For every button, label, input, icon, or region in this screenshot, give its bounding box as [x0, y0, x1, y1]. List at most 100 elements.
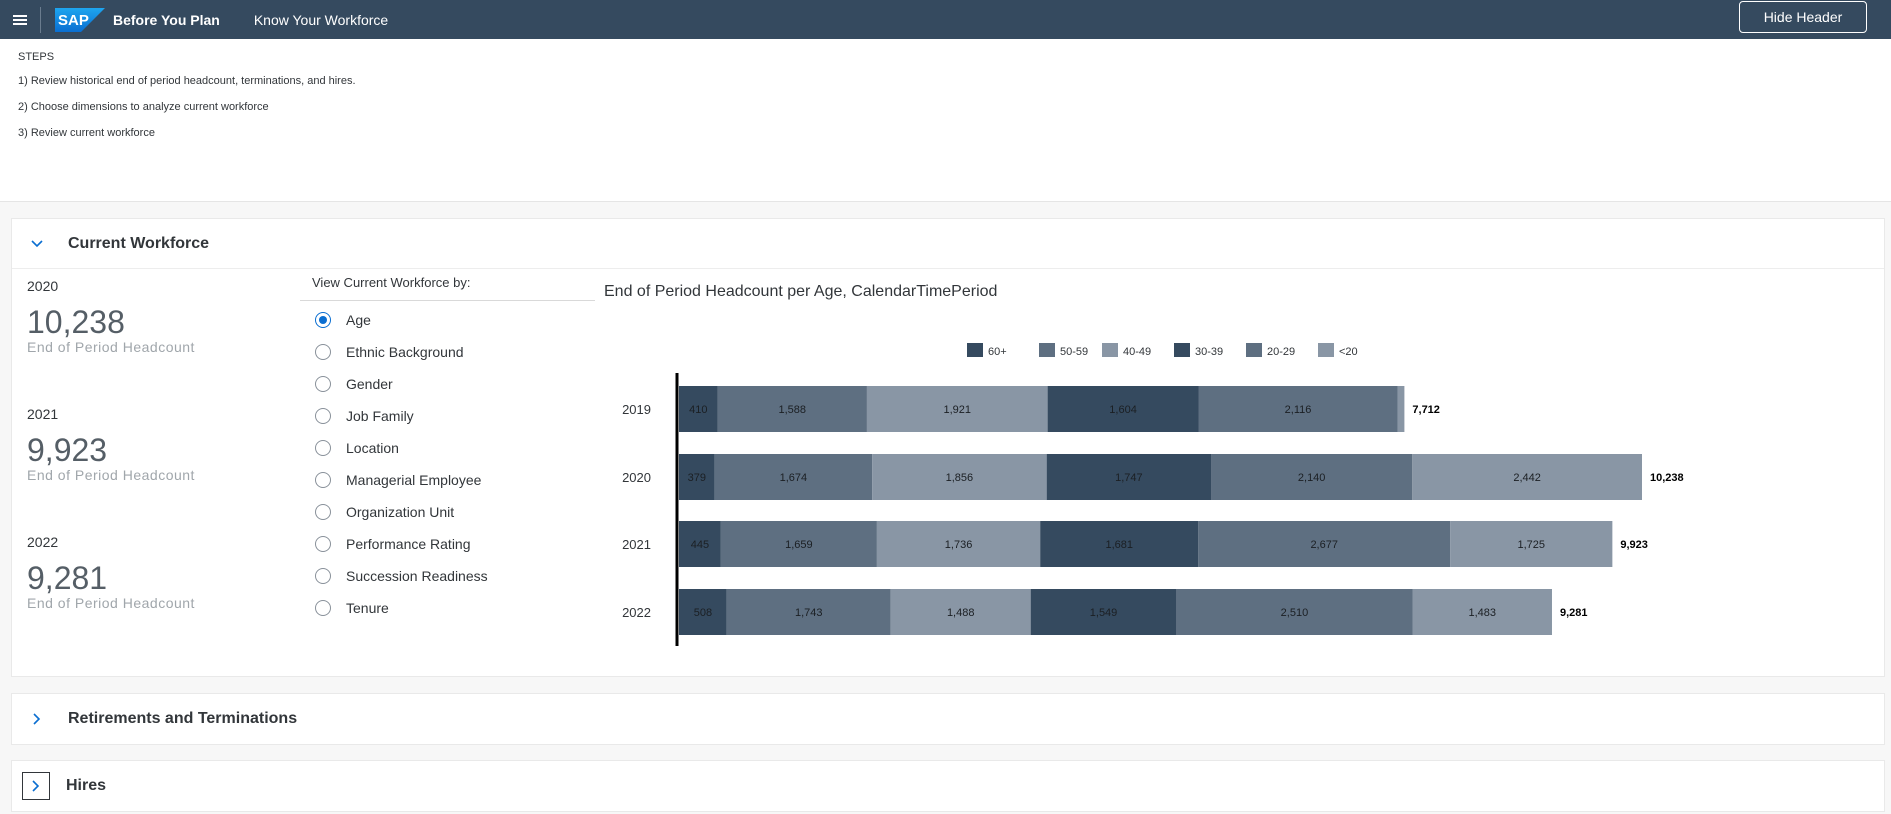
bar-segment[interactable] — [1176, 589, 1413, 635]
radio-label: Organization Unit — [346, 504, 455, 520]
bar-segment[interactable] — [679, 454, 715, 500]
chevron-down-icon[interactable] — [22, 229, 52, 259]
radio-button[interactable] — [315, 600, 331, 616]
bar-segment[interactable] — [1040, 521, 1199, 567]
radio-label: Succession Readiness — [346, 568, 488, 584]
bar-segment[interactable] — [1211, 454, 1413, 500]
legend-swatch — [1246, 343, 1262, 357]
app-title[interactable]: Before You Plan — [113, 11, 220, 28]
view-by-option-gender[interactable]: Gender — [300, 368, 595, 400]
section-title: Retirements and Terminations — [68, 710, 298, 727]
view-by-option-organization-unit[interactable]: Organization Unit — [300, 496, 595, 528]
bar-segment[interactable] — [890, 589, 1031, 635]
shell-bar: SAP Before You Plan Know Your Workforce … — [0, 0, 1891, 39]
page-subtitle[interactable]: Know Your Workforce — [253, 11, 389, 28]
bar-segment[interactable] — [720, 521, 877, 567]
radio-button[interactable] — [315, 408, 331, 424]
bar-segment[interactable] — [1450, 521, 1613, 567]
data-label: 1,483 — [1468, 607, 1496, 619]
bar-segment[interactable] — [679, 386, 718, 432]
y-tick-label: 2022 — [622, 605, 651, 620]
legend-item[interactable]: 30-39 — [1174, 343, 1223, 358]
legend-item[interactable]: 20-29 — [1246, 343, 1295, 358]
bar-segment[interactable] — [1412, 454, 1642, 500]
y-tick-label: 2019 — [622, 402, 651, 417]
radio-button[interactable] — [315, 312, 331, 328]
bar-segment[interactable] — [872, 454, 1047, 500]
legend-item[interactable]: 50-59 — [1039, 343, 1088, 358]
section-title: Hires — [66, 777, 107, 794]
bar-segment[interactable] — [1412, 589, 1552, 635]
bar-segment[interactable] — [1397, 386, 1405, 432]
bar-segment[interactable] — [876, 521, 1041, 567]
bar-segment[interactable] — [726, 589, 891, 635]
kpi-value: 9,923 — [27, 432, 108, 468]
bar-segment[interactable] — [1047, 386, 1199, 432]
data-label: 2,116 — [1285, 404, 1312, 416]
view-by-option-ethnic-background[interactable]: Ethnic Background — [300, 336, 595, 368]
radio-label: Performance Rating — [346, 536, 471, 552]
data-label: 1,674 — [780, 472, 808, 484]
view-by-option-succession-readiness[interactable]: Succession Readiness — [300, 560, 595, 592]
view-by-option-performance-rating[interactable]: Performance Rating — [300, 528, 595, 560]
chart-title: End of Period Headcount per Age, Calenda… — [604, 283, 998, 300]
bar-segment[interactable] — [714, 454, 873, 500]
data-label: 1,681 — [1105, 539, 1133, 551]
legend-swatch — [1102, 343, 1118, 357]
radio-button[interactable] — [315, 344, 331, 360]
step-item: 3) Review current workforce — [18, 127, 155, 139]
hide-header-button[interactable]: Hide Header — [1739, 1, 1867, 33]
radio-button[interactable] — [315, 536, 331, 552]
data-label: 1,549 — [1090, 607, 1118, 619]
radio-button[interactable] — [315, 568, 331, 584]
total-label: 10,238 — [1650, 472, 1684, 484]
legend-label: <20 — [1339, 346, 1358, 358]
legend-swatch — [967, 343, 983, 357]
shell-divider — [40, 6, 41, 33]
bar-segment[interactable] — [1198, 521, 1451, 567]
total-label: 9,281 — [1560, 607, 1588, 619]
legend-item[interactable]: <20 — [1318, 343, 1358, 358]
legend-swatch — [1174, 343, 1190, 357]
legend-swatch — [1039, 343, 1055, 357]
view-by-option-managerial-employee[interactable]: Managerial Employee — [300, 464, 595, 496]
y-tick-label: 2021 — [622, 537, 651, 552]
bar-segment[interactable] — [1030, 589, 1177, 635]
bar-segment[interactable] — [717, 386, 867, 432]
view-by-option-age[interactable]: Age — [300, 304, 595, 336]
total-label: 7,712 — [1412, 404, 1440, 416]
current-workforce-header[interactable]: Current Workforce — [12, 219, 1884, 269]
data-label: 379 — [688, 472, 706, 484]
bar-segment[interactable] — [866, 386, 1048, 432]
menu-button[interactable] — [0, 0, 40, 39]
radio-label: Tenure — [346, 600, 389, 616]
radio-label: Managerial Employee — [346, 472, 482, 488]
radio-button[interactable] — [315, 504, 331, 520]
radio-label: Job Family — [346, 408, 414, 424]
legend-label: 60+ — [988, 346, 1007, 358]
bar-segment[interactable] — [1198, 386, 1398, 432]
radio-button[interactable] — [315, 472, 331, 488]
radio-label: Gender — [346, 376, 393, 392]
hires-header[interactable]: Hires — [12, 761, 1884, 811]
chevron-right-icon[interactable] — [22, 772, 50, 800]
sap-logo[interactable]: SAP — [55, 7, 105, 32]
step-item: 1) Review historical end of period headc… — [18, 75, 356, 87]
y-tick-label: 2020 — [622, 470, 651, 485]
bar-segment[interactable] — [679, 521, 721, 567]
radio-button[interactable] — [315, 440, 331, 456]
bar-segment[interactable] — [1046, 454, 1212, 500]
data-label: 445 — [691, 539, 709, 551]
view-by-option-tenure[interactable]: Tenure — [300, 592, 595, 624]
retirements-header[interactable]: Retirements and Terminations — [12, 694, 1884, 744]
view-by-option-job-family[interactable]: Job Family — [300, 400, 595, 432]
legend-item[interactable]: 60+ — [967, 343, 1007, 358]
view-by-option-location[interactable]: Location — [300, 432, 595, 464]
view-by-radio-list: Age Ethnic Background Gender Job Family Loca… — [300, 301, 595, 624]
legend-item[interactable]: 40-49 — [1102, 343, 1151, 358]
data-label: 1,604 — [1109, 404, 1137, 416]
radio-button[interactable] — [315, 376, 331, 392]
chevron-right-icon[interactable] — [22, 704, 52, 734]
bar-segment[interactable] — [679, 589, 727, 635]
kpi-value: 9,281 — [27, 560, 108, 596]
